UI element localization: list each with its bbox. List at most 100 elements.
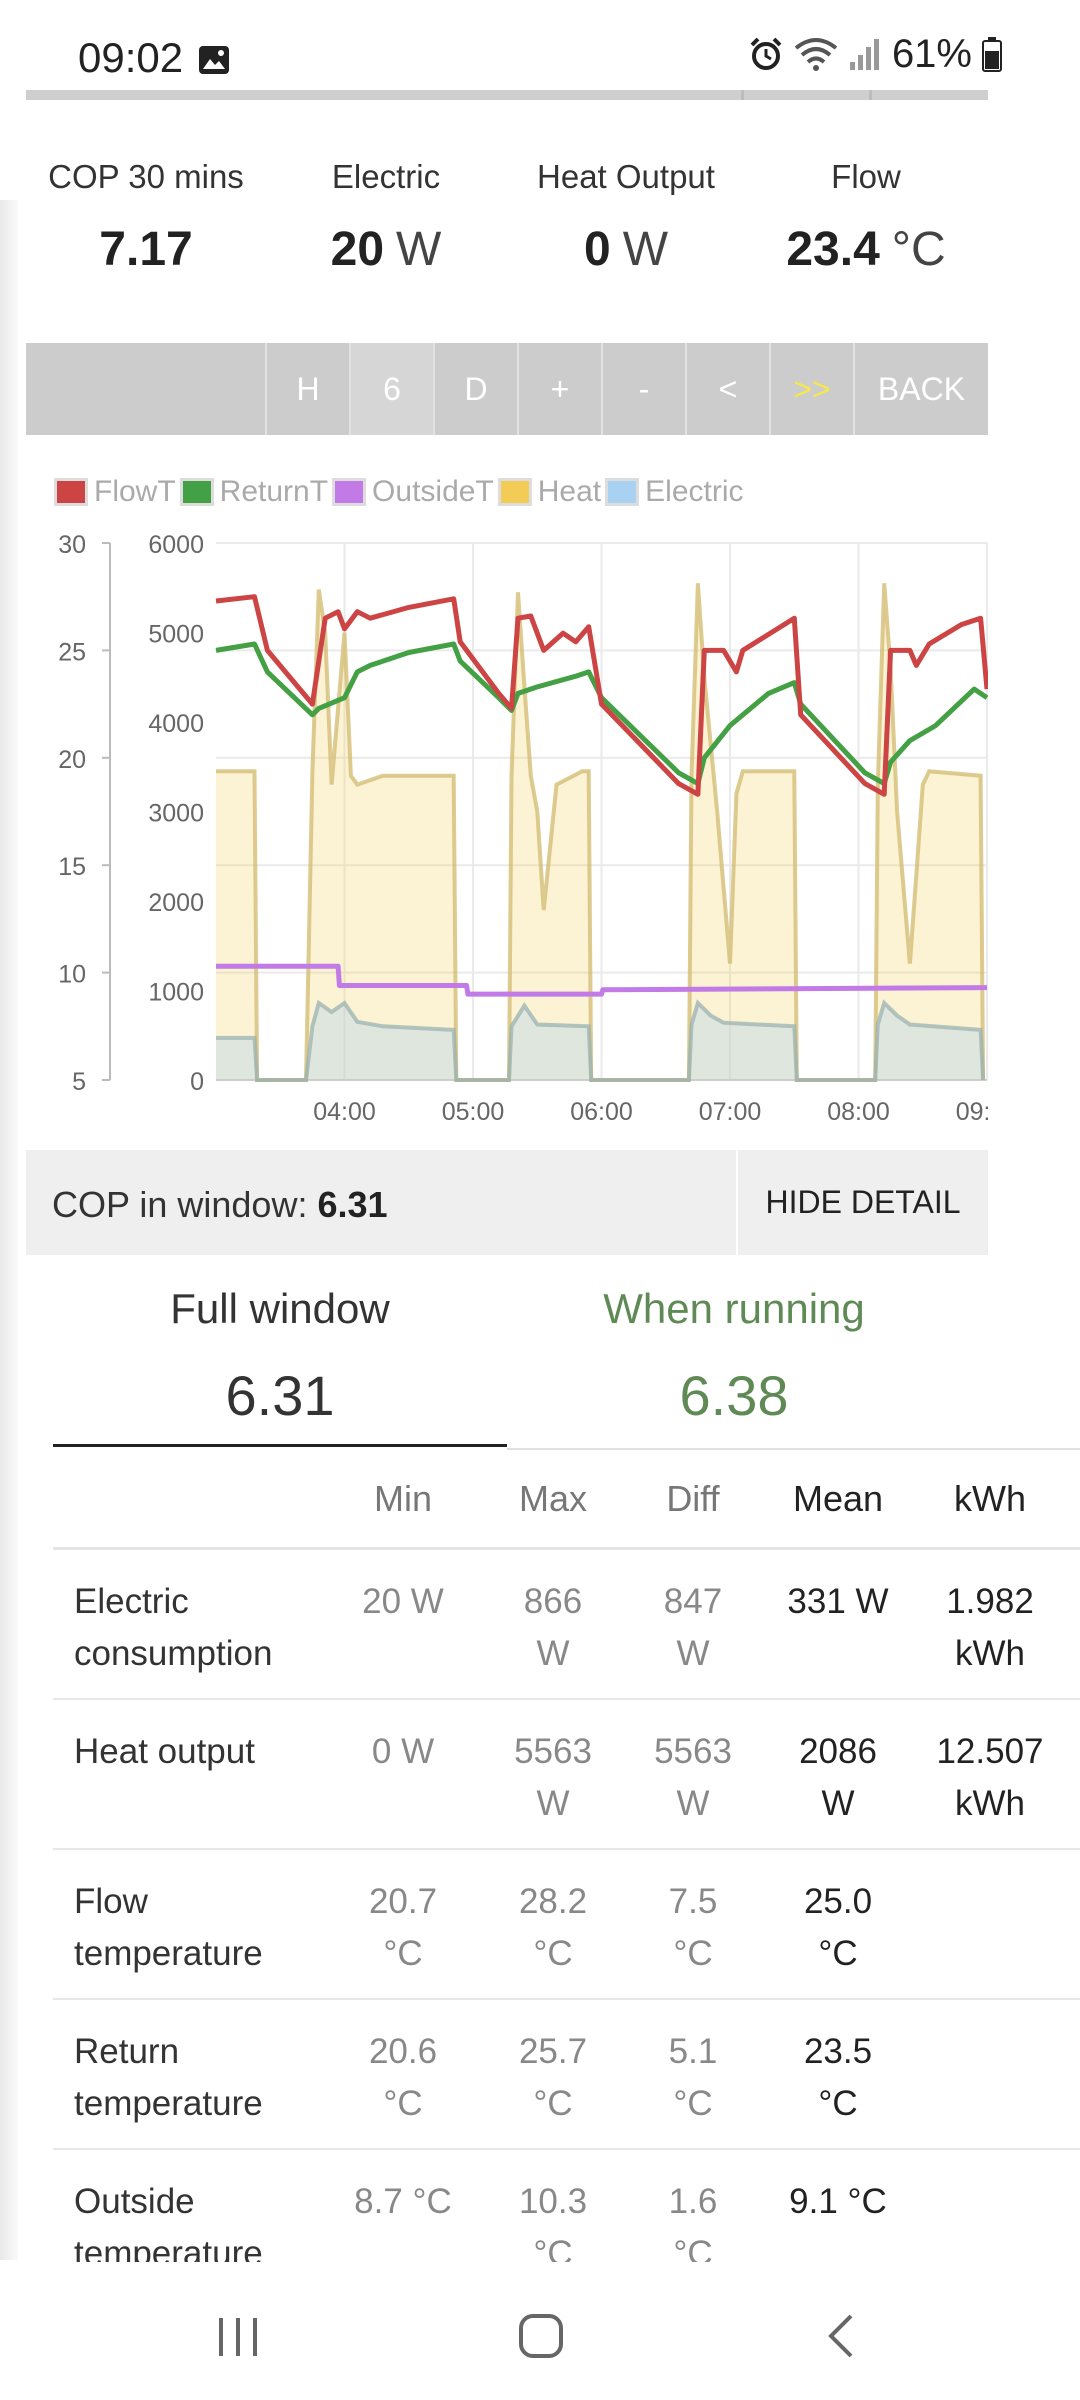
pan-right-button[interactable]: >> — [769, 343, 853, 435]
y-left-tick-label: 15 — [58, 853, 86, 881]
stat-unit: W — [622, 223, 668, 276]
x-tick-label: 05:00 — [442, 1098, 505, 1126]
cell-name: Flow temperature — [74, 1882, 263, 1973]
cell-min: 20.7 °C — [368, 1882, 438, 1973]
y-left-tick-label: 25 — [58, 638, 86, 666]
cell-diff: 7.5 °C — [668, 1882, 718, 1973]
cell-max: 5563 W — [514, 1732, 592, 1823]
home-icon[interactable] — [517, 2312, 565, 2360]
recent-apps-icon[interactable] — [215, 2314, 261, 2360]
legend-heat[interactable]: Heat — [497, 475, 601, 509]
y-right-tick-label: 4000 — [148, 710, 204, 738]
y-left-tick-label: 20 — [58, 746, 86, 774]
x-tick-label: 06:00 — [570, 1098, 633, 1126]
pan-left-button[interactable]: < — [685, 343, 769, 435]
y-right-tick-label: 3000 — [148, 800, 204, 828]
series-outsidet-line — [216, 963, 988, 997]
nav-6-button[interactable]: 6 — [349, 343, 433, 435]
table-row: Return temperature 20.6 °C 25.7 °C 5.1 °C 23.5 °C — [53, 2000, 1080, 2150]
cell-kwh: 12.507 kWh — [936, 1732, 1044, 1823]
stats-panel: COP 30 mins 7.17 Electric 20 W Heat Outpu… — [26, 100, 988, 315]
cop-window-bar: COP in window: 6.31 HIDE DETAIL — [26, 1150, 988, 1255]
y-right-tick-label: 1000 — [148, 979, 204, 1007]
stat-unit: W — [396, 223, 442, 276]
legend-returnt[interactable]: ReturnT — [179, 475, 328, 509]
cell-max: 866 W — [523, 1582, 583, 1673]
cell-min: 8.7 °C — [354, 2182, 452, 2221]
tab-full-window[interactable]: Full window 6.31 — [53, 1285, 507, 1428]
back-button[interactable]: BACK — [853, 343, 988, 435]
gallery-notification-icon — [199, 46, 229, 74]
cell-min: 20 W — [362, 1582, 444, 1621]
series-electric-line — [216, 999, 986, 1082]
table-row: Flow temperature 20.7 °C 28.2 °C 7.5 °C 25.0 °C — [53, 1850, 1080, 2000]
cell-mean: 2086 W — [799, 1732, 877, 1823]
chart-panel: FlowT ReturnT OutsideT Heat Electric 30 2… — [26, 445, 988, 1145]
tab-divider — [507, 1448, 1080, 1450]
cop-window-text: COP in window: 6.31 — [52, 1184, 388, 1226]
cop-window-value: 6.31 — [317, 1184, 388, 1225]
y-right-tick-label: 6000 — [148, 531, 204, 559]
active-tab-underline — [53, 1444, 507, 1447]
stats-table: Min Max Diff Mean kWh Electric consumptio… — [53, 1450, 1080, 2300]
x-tick-label: 09:00 — [956, 1098, 988, 1126]
cell-max: 10.3 °C — [518, 2182, 588, 2273]
x-tick-label: 07:00 — [699, 1098, 762, 1126]
legend-outsidet[interactable]: OutsideT — [332, 475, 494, 509]
chart-legend: FlowT ReturnT OutsideT Heat Electric — [54, 475, 748, 509]
y-left-tick-label: 10 — [58, 961, 86, 989]
time-series-chart[interactable]: 30 25 20 15 10 5 6000 5000 4000 3000 2000 1000 0 04:0… — [26, 445, 988, 1145]
zoom-out-button[interactable]: - — [601, 343, 685, 435]
table-row: Electric consumption 20 W 866 W 847 W 331 W 1.98… — [53, 1550, 1080, 1700]
col-diff: Diff — [666, 1478, 720, 1519]
cell-diff: 847 W — [663, 1582, 723, 1673]
status-time: 09:02 — [78, 34, 184, 81]
legend-electric[interactable]: Electric — [605, 475, 744, 509]
tab-value: 6.31 — [225, 1364, 335, 1427]
top-strip — [26, 90, 988, 100]
cell-mean: 9.1 °C — [789, 2182, 887, 2221]
col-max: Max — [518, 1478, 587, 1519]
system-nav-bar — [0, 2262, 1080, 2400]
cell-min: 20.6 °C — [368, 2032, 438, 2123]
cell-mean: 331 W — [787, 1582, 889, 1621]
alarm-icon — [750, 37, 782, 70]
cell-name: Return temperature — [74, 2032, 263, 2123]
stat-value: 23.4 — [786, 223, 880, 276]
cell-diff: 5563 W — [654, 1732, 732, 1823]
cell-mean: 25.0 °C — [803, 1882, 873, 1973]
col-mean: Mean — [792, 1478, 884, 1519]
stat-label: COP 30 mins — [48, 158, 244, 195]
series-electric-area — [216, 1003, 984, 1080]
battery-icon — [982, 37, 1002, 72]
cop-window-label: COP in window: — [52, 1184, 308, 1225]
back-nav-icon[interactable] — [823, 2312, 859, 2360]
tab-when-running[interactable]: When running 6.38 — [507, 1285, 961, 1428]
table-row: Heat output 0 W 5563 W 5563 W 2086 W 12.507 kWh — [53, 1700, 1080, 1850]
series-heat-line — [216, 583, 986, 1082]
series-heat-area — [216, 583, 984, 1080]
legend-flowt[interactable]: FlowT — [54, 475, 176, 509]
x-tick-label: 08:00 — [827, 1098, 890, 1126]
hide-detail-button[interactable]: HIDE DETAIL — [736, 1150, 988, 1255]
stat-flow: Flow 23.4 °C — [746, 158, 986, 277]
zoom-in-button[interactable]: + — [517, 343, 601, 435]
stat-value: 7.17 — [99, 223, 193, 276]
nav-hour-button[interactable]: H — [265, 343, 349, 435]
stat-electric: Electric 20 W — [266, 158, 506, 277]
y-right-tick-label: 0 — [190, 1068, 204, 1096]
col-kwh: kWh — [954, 1478, 1026, 1519]
stat-value: 20 — [330, 223, 385, 276]
nav-day-button[interactable]: D — [433, 343, 517, 435]
cell-min: 0 W — [371, 1732, 435, 1771]
cell-name: Heat output — [74, 1732, 255, 1771]
cell-diff: 5.1 °C — [668, 2032, 718, 2123]
stat-label: Heat Output — [537, 158, 715, 195]
battery-percent: 61% — [891, 31, 972, 76]
stat-value: 0 — [583, 223, 611, 276]
cell-max: 25.7 °C — [518, 2032, 588, 2123]
y-left-tick-label: 5 — [72, 1068, 86, 1096]
tab-value: 6.38 — [679, 1364, 789, 1427]
status-bar: 09:02 61% — [0, 0, 1080, 90]
